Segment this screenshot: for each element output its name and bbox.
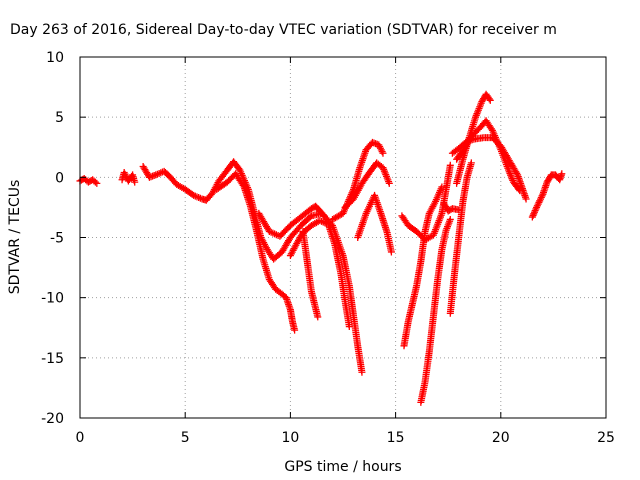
data-point (446, 215, 454, 223)
data-point (534, 200, 542, 208)
data-point (345, 323, 353, 331)
data-point (239, 181, 247, 189)
data-point (529, 211, 537, 219)
series-13 (446, 159, 475, 317)
data-point (131, 178, 139, 186)
data-point (358, 368, 366, 376)
y-tick-label: -15 (41, 351, 64, 367)
data-point (532, 205, 540, 213)
series-2 (139, 158, 366, 376)
x-tick-label: 25 (597, 430, 615, 446)
x-tick-label: 5 (181, 430, 190, 446)
data-point (530, 208, 538, 216)
y-tick-label: -5 (50, 231, 64, 247)
series-3 (213, 170, 299, 334)
x-tick-label: 20 (492, 430, 510, 446)
data-point (306, 213, 314, 221)
grid (80, 57, 606, 418)
y-tick-label: 5 (55, 110, 64, 126)
x-tick-label: 0 (76, 430, 85, 446)
y-tick-label: -20 (41, 411, 64, 427)
data-point (533, 203, 541, 211)
data-point (320, 212, 328, 220)
data-point (321, 219, 329, 227)
x-tick-label: 15 (387, 430, 405, 446)
data-point (531, 207, 539, 215)
data-point (196, 194, 204, 202)
y-axis-title: SDTVAR / TECUs (7, 180, 23, 295)
data-point (291, 326, 299, 334)
series-5 (255, 202, 328, 240)
data-point (385, 179, 393, 187)
data-point (195, 194, 203, 202)
data-point (485, 95, 493, 103)
data-point (467, 159, 475, 167)
data-point (536, 197, 544, 205)
data-points (76, 90, 566, 406)
data-point (522, 195, 530, 203)
plot-frame (79, 56, 607, 419)
series-9 (354, 191, 395, 256)
data-point (535, 198, 543, 206)
data-point (438, 183, 446, 191)
y-tick-label: 0 (55, 170, 64, 186)
axis-ticks: 0 5 10 15 20 25 -20 -15 -10 -5 0 5 10 (41, 50, 615, 446)
data-point (528, 213, 536, 221)
data-point (486, 96, 494, 104)
data-point (537, 195, 545, 203)
data-point (513, 169, 521, 177)
data-point (533, 202, 541, 210)
series-17 (440, 200, 463, 215)
data-point (387, 248, 395, 256)
x-tick-label: 10 (281, 430, 299, 446)
data-point (538, 192, 546, 200)
series-1 (118, 169, 139, 186)
x-axis-title: GPS time / hours (284, 459, 401, 475)
data-point (152, 171, 160, 179)
y-tick-label: 10 (46, 50, 64, 66)
series-16 (453, 90, 494, 187)
data-point (455, 206, 463, 214)
data-point (446, 161, 454, 169)
data-point (379, 149, 387, 157)
data-point (91, 178, 99, 186)
y-tick-label: -10 (41, 291, 64, 307)
series-12 (417, 215, 454, 406)
data-point (515, 185, 523, 193)
data-point (314, 313, 322, 321)
data-point (319, 211, 327, 219)
data-point (190, 191, 198, 199)
series-6 (299, 227, 322, 321)
series-8 (341, 159, 393, 211)
data-point (537, 193, 545, 201)
data-point (93, 179, 101, 187)
data-point (530, 210, 538, 218)
series-7 (328, 138, 387, 223)
data-point (558, 170, 566, 178)
data-point (316, 217, 324, 225)
data-point (516, 187, 524, 195)
series-18 (528, 170, 566, 221)
series-11 (400, 183, 446, 350)
chart-title: Day 263 of 2016, Sidereal Day-to-day VTE… (10, 22, 557, 38)
